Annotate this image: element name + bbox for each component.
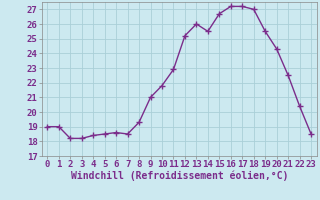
X-axis label: Windchill (Refroidissement éolien,°C): Windchill (Refroidissement éolien,°C) (70, 171, 288, 181)
